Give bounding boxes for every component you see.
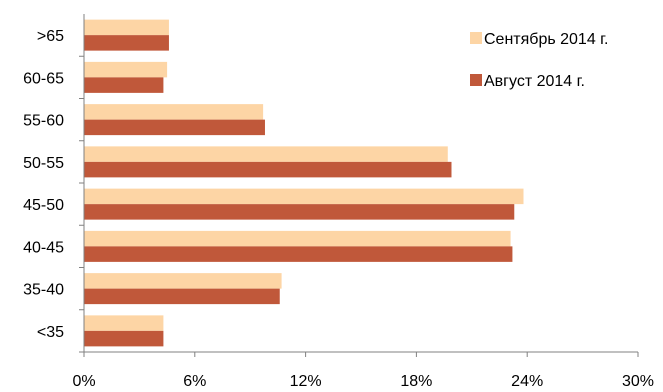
bar-september-7 (84, 315, 164, 331)
category-label: 40-45 (23, 239, 64, 256)
category-label: 60-65 (23, 70, 64, 87)
bar-august-7 (84, 330, 164, 347)
legend: Сентябрь 2014 г. Август 2014 г. (470, 31, 609, 90)
bar-august-0 (84, 35, 169, 51)
bar-august-2 (84, 119, 265, 136)
category-label: >65 (37, 28, 64, 45)
category-label: 55-60 (23, 113, 64, 130)
bar-august-4 (84, 204, 515, 220)
category-label: 50-55 (23, 155, 64, 172)
x-tick-label: 12% (290, 373, 322, 390)
labels-group: >65 60-65 55-60 50-55 45-50 40-45 35-40 <35 0% 6%… (23, 28, 654, 390)
category-label: <35 (37, 324, 64, 341)
x-tick-label: 30% (622, 373, 654, 390)
bar-september-2 (84, 104, 264, 120)
category-label: 35-40 (23, 282, 64, 299)
legend-label-august: Август 2014 г. (484, 73, 585, 90)
legend-swatch-august (470, 74, 482, 86)
x-tick-label: 0% (72, 373, 95, 390)
bar-september-1 (84, 61, 168, 78)
bar-august-3 (84, 161, 452, 178)
bar-september-5 (84, 230, 511, 247)
legend-label-september: Сентябрь 2014 г. (484, 31, 609, 48)
bars-group (84, 19, 524, 347)
bar-september-0 (84, 19, 169, 36)
legend-swatch-september (470, 32, 482, 44)
x-tick-label: 6% (183, 373, 206, 390)
bar-august-1 (84, 77, 164, 93)
ticks-group (79, 55, 639, 357)
bar-september-6 (84, 273, 282, 289)
x-tick-label: 24% (511, 373, 543, 390)
bar-august-5 (84, 246, 513, 262)
category-label: 45-50 (23, 197, 64, 214)
x-tick-label: 18% (400, 373, 432, 390)
bar-august-6 (84, 288, 280, 305)
bar-september-4 (84, 188, 524, 205)
bar-september-3 (84, 146, 448, 162)
